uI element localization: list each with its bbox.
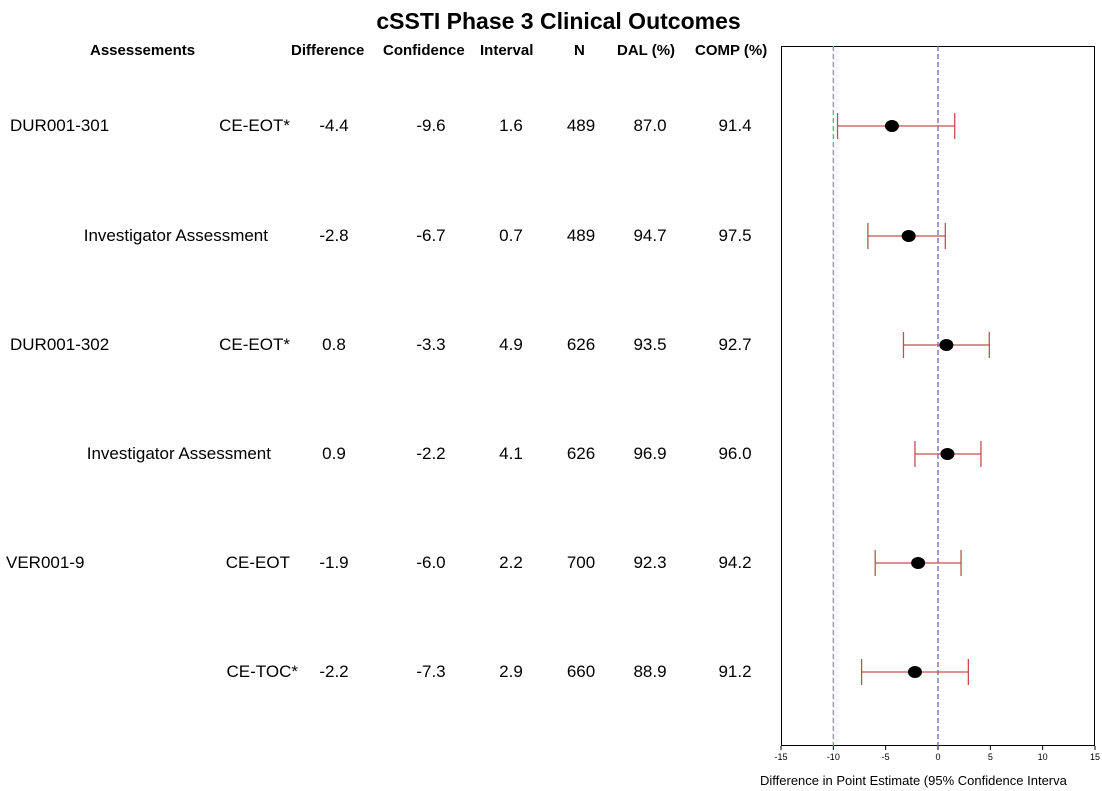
assessment-label: Investigator Assessment xyxy=(83,226,268,245)
header-confidence: Confidence xyxy=(383,42,465,59)
ci-upper-value: 4.9 xyxy=(499,335,523,354)
assessment-label: Investigator Assessment xyxy=(86,444,271,463)
assessment-label: CE-TOC* xyxy=(226,662,298,681)
ci-upper-value: 2.2 xyxy=(499,553,523,572)
n-value: 626 xyxy=(566,335,596,354)
x-tick-label: 5 xyxy=(988,752,993,762)
difference-value: -4.4 xyxy=(319,116,349,135)
comp-value: 96.0 xyxy=(718,444,752,463)
x-tick-label: -5 xyxy=(882,752,890,762)
header-comp: COMP (%) xyxy=(695,42,768,59)
header-interval: Interval xyxy=(480,42,534,59)
x-tick-label: -10 xyxy=(827,752,840,762)
n-value: 626 xyxy=(566,444,596,463)
header-difference: Difference xyxy=(291,42,365,59)
ci-upper-value: 1.6 xyxy=(499,116,523,135)
header-dal: DAL (%) xyxy=(617,42,676,59)
study-label: VER001-9 xyxy=(6,553,85,572)
point-estimate xyxy=(884,120,899,132)
difference-value: -2.8 xyxy=(319,226,349,245)
n-value: 660 xyxy=(566,662,596,681)
difference-value: -2.2 xyxy=(319,662,349,681)
ci-upper-value: 0.7 xyxy=(499,226,523,245)
ci-lower-value: -2.2 xyxy=(416,444,446,463)
n-value: 489 xyxy=(566,116,596,135)
ci-lower-value: -3.3 xyxy=(416,335,446,354)
point-estimate xyxy=(907,666,922,678)
comp-value: 97.5 xyxy=(718,226,752,245)
comp-value: 91.4 xyxy=(718,116,752,135)
dal-value: 93.5 xyxy=(633,335,667,354)
assessment-label: CE-EOT xyxy=(225,553,290,572)
comp-value: 92.7 xyxy=(718,335,752,354)
ci-lower-value: -6.7 xyxy=(416,226,446,245)
x-tick-label: -15 xyxy=(774,752,787,762)
ci-lower-value: -7.3 xyxy=(416,662,446,681)
difference-value: 0.8 xyxy=(322,335,346,354)
header-assessments: Assessements xyxy=(90,42,196,59)
study-label: DUR001-302 xyxy=(10,335,110,354)
assessment-label: CE-EOT* xyxy=(219,335,290,354)
x-axis-label: Difference in Point Estimate (95% Confid… xyxy=(760,773,1067,788)
comp-value: 94.2 xyxy=(718,553,752,572)
comp-value: 91.2 xyxy=(718,662,752,681)
x-tick-label: 10 xyxy=(1038,752,1048,762)
point-estimate xyxy=(911,557,926,569)
difference-value: 0.9 xyxy=(322,444,346,463)
ci-lower-value: -9.6 xyxy=(416,116,446,135)
difference-value: -1.9 xyxy=(319,553,349,572)
header-n: N xyxy=(574,42,585,59)
ci-upper-value: 2.9 xyxy=(499,662,523,681)
dal-value: 96.9 xyxy=(633,444,667,463)
point-estimate xyxy=(901,230,916,242)
n-value: 489 xyxy=(566,226,596,245)
x-tick-label: 0 xyxy=(935,752,940,762)
x-tick-label: 15 xyxy=(1090,752,1100,762)
dal-value: 88.9 xyxy=(633,662,667,681)
forest-plot: -15 -10 -5 0 5 10 15 xyxy=(774,46,1100,762)
dal-value: 87.0 xyxy=(633,116,667,135)
point-estimate xyxy=(939,339,954,351)
point-estimate xyxy=(940,448,955,460)
ci-lower-value: -6.0 xyxy=(416,553,446,572)
ci-upper-value: 4.1 xyxy=(499,444,523,463)
dal-value: 92.3 xyxy=(633,553,667,572)
assessment-label: CE-EOT* xyxy=(219,116,290,135)
n-value: 700 xyxy=(566,553,596,572)
chart-title: cSSTI Phase 3 Clinical Outcomes xyxy=(376,8,741,34)
dal-value: 94.7 xyxy=(633,226,667,245)
study-label: DUR001-301 xyxy=(10,116,110,135)
